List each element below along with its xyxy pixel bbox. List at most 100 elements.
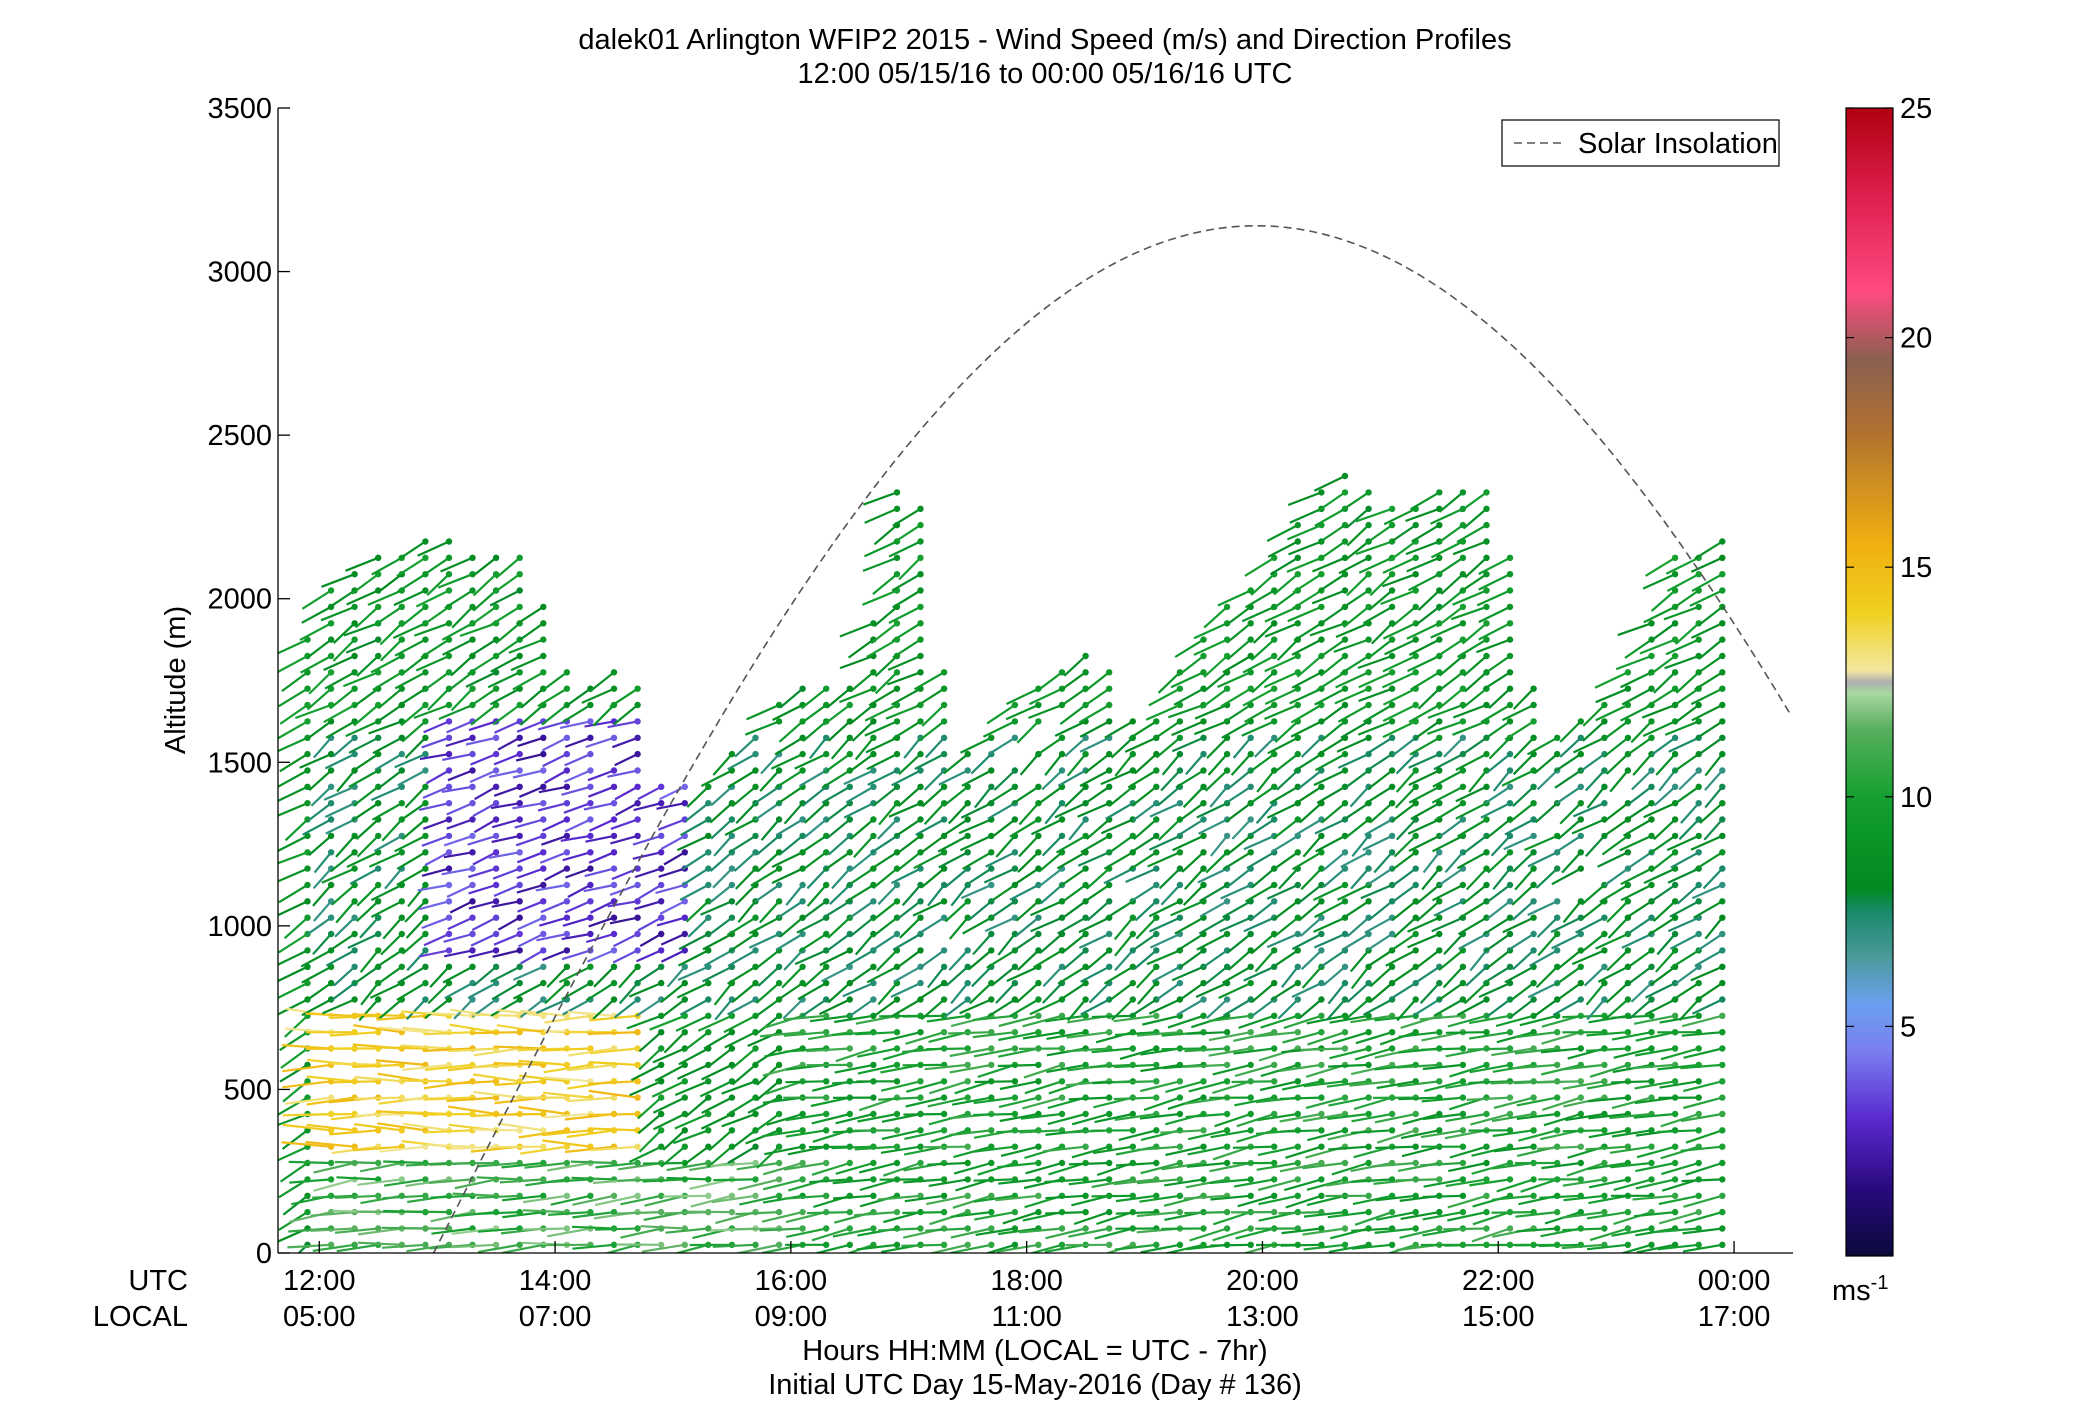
wind-barb-dot <box>1388 1078 1396 1085</box>
wind-barb-shaft <box>918 720 945 742</box>
wind-barb-shaft <box>847 965 875 986</box>
wind-barb-shaft <box>544 769 568 784</box>
wind-barb-dot <box>799 963 806 970</box>
wind-barb-shaft <box>857 1063 898 1075</box>
wind-barb-dot <box>634 750 641 758</box>
wind-barb-dot <box>634 1192 641 1200</box>
wind-barb-dot <box>1530 1143 1537 1150</box>
wind-barb-dot <box>1341 865 1349 872</box>
wind-barb-shaft <box>1690 687 1723 706</box>
wind-barb-shaft <box>997 1161 1039 1169</box>
wind-barb-dot <box>1223 996 1231 1003</box>
wind-barb-dot <box>799 881 806 889</box>
wind-barb-shaft <box>538 916 568 927</box>
wind-barb-shaft <box>1351 1227 1393 1232</box>
wind-barb-dot <box>1200 1176 1207 1183</box>
wind-barb-shaft <box>915 687 945 708</box>
wind-barb-shaft <box>1369 802 1393 824</box>
wind-barb-dot <box>893 1159 901 1167</box>
wind-barb-shaft <box>1566 1161 1605 1177</box>
wind-barb-dot <box>728 881 736 889</box>
wind-barb-dot <box>634 767 641 774</box>
wind-barb-shaft <box>1255 802 1276 825</box>
wind-barb-shaft <box>1405 507 1440 523</box>
wind-barb-dot <box>587 881 594 889</box>
wind-barb-shaft <box>353 1123 402 1132</box>
wind-barb-shaft <box>987 802 1016 820</box>
wind-barb-dot <box>327 800 335 807</box>
wind-barb-shaft <box>865 736 898 754</box>
wind-barb-dot <box>351 898 358 905</box>
wind-barb-shaft <box>699 1080 733 1098</box>
wind-barb-dot <box>1483 865 1490 872</box>
wind-barb-dot <box>1648 1225 1655 1232</box>
wind-barb-shaft <box>974 1080 1015 1084</box>
wind-barb-shaft <box>686 786 710 808</box>
wind-barb-shaft <box>1349 786 1370 808</box>
wind-barb-shaft <box>784 1047 827 1053</box>
wind-barb-shaft <box>1149 802 1181 818</box>
wind-barb-shaft <box>1226 638 1252 661</box>
wind-barb-dot <box>1129 979 1137 987</box>
wind-barb-shaft <box>544 1076 591 1083</box>
wind-barb-shaft <box>1455 802 1487 820</box>
wind-barb-dot <box>1011 1029 1019 1036</box>
wind-barb-dot <box>610 996 618 1003</box>
wind-barb-shaft <box>1527 851 1558 868</box>
wind-barb-shaft <box>1250 638 1275 661</box>
wind-barb-shaft <box>325 949 356 967</box>
colorbar-tick-label: 15 <box>1900 552 1932 584</box>
wind-barb-dot <box>1082 996 1089 1003</box>
wind-barb-shaft <box>1408 769 1440 786</box>
wind-barb-shaft <box>1457 818 1488 838</box>
wind-barb-dot <box>1365 1159 1372 1167</box>
wind-barb-dot <box>823 1078 830 1085</box>
wind-barb-shaft <box>1465 867 1488 891</box>
wind-barb-dot <box>445 849 453 856</box>
wind-barb-shaft <box>519 998 544 1018</box>
wind-barb-dot <box>1082 1110 1089 1118</box>
wind-barb-dot <box>1506 1094 1514 1101</box>
wind-barb-dot <box>1082 669 1089 676</box>
wind-barb-shaft <box>1234 1063 1275 1078</box>
wind-barb-dot <box>1648 1241 1655 1249</box>
wind-barb-dot <box>1035 979 1042 987</box>
wind-barb-shaft <box>1294 785 1322 805</box>
wind-barb-shaft <box>1064 786 1087 808</box>
wind-barb-shaft <box>950 1227 992 1239</box>
wind-barb-dot <box>445 571 453 578</box>
wind-barb-shaft <box>794 949 827 966</box>
wind-barb-shaft <box>874 671 898 695</box>
wind-barb-shaft <box>983 867 1016 884</box>
wind-barb-shaft <box>325 818 356 835</box>
wind-barb-dot <box>775 1208 783 1216</box>
wind-barb-dot <box>1719 1208 1726 1216</box>
wind-barb-dot <box>823 1029 830 1036</box>
wind-barb-shaft <box>998 1014 1039 1028</box>
wind-barb-shaft <box>1683 1080 1723 1093</box>
wind-barb-shaft <box>1292 851 1322 871</box>
x-tick-label-utc: 14:00 <box>519 1265 592 1297</box>
wind-barb-dot <box>1412 1159 1419 1167</box>
wind-barb-dot <box>1388 571 1396 578</box>
wind-barb-dot <box>964 1192 971 1200</box>
wind-barb-shaft <box>1245 884 1275 903</box>
wind-barb-shaft <box>547 1161 591 1172</box>
wind-barb-shaft <box>1227 867 1252 888</box>
wind-barb-dot <box>728 816 736 823</box>
wind-barb-dot <box>1365 554 1372 561</box>
wind-barb-dot <box>1719 1078 1726 1085</box>
wind-barb-dot <box>1153 914 1160 921</box>
wind-barb-shaft <box>1080 965 1110 983</box>
wind-barb-dot <box>1624 1143 1632 1150</box>
wind-barb-shaft <box>381 818 403 842</box>
wind-barb-shaft <box>1217 671 1252 689</box>
wind-barb-shaft <box>1562 1178 1605 1187</box>
wind-barb-dot <box>1648 996 1655 1003</box>
wind-barb-shaft <box>563 802 591 814</box>
wind-barb-dot <box>610 963 618 970</box>
wind-barb-shaft <box>1586 1031 1628 1037</box>
wind-barb-shaft <box>1182 884 1205 906</box>
wind-barb-shaft <box>950 1243 992 1253</box>
wind-barb-shaft <box>1501 769 1535 787</box>
